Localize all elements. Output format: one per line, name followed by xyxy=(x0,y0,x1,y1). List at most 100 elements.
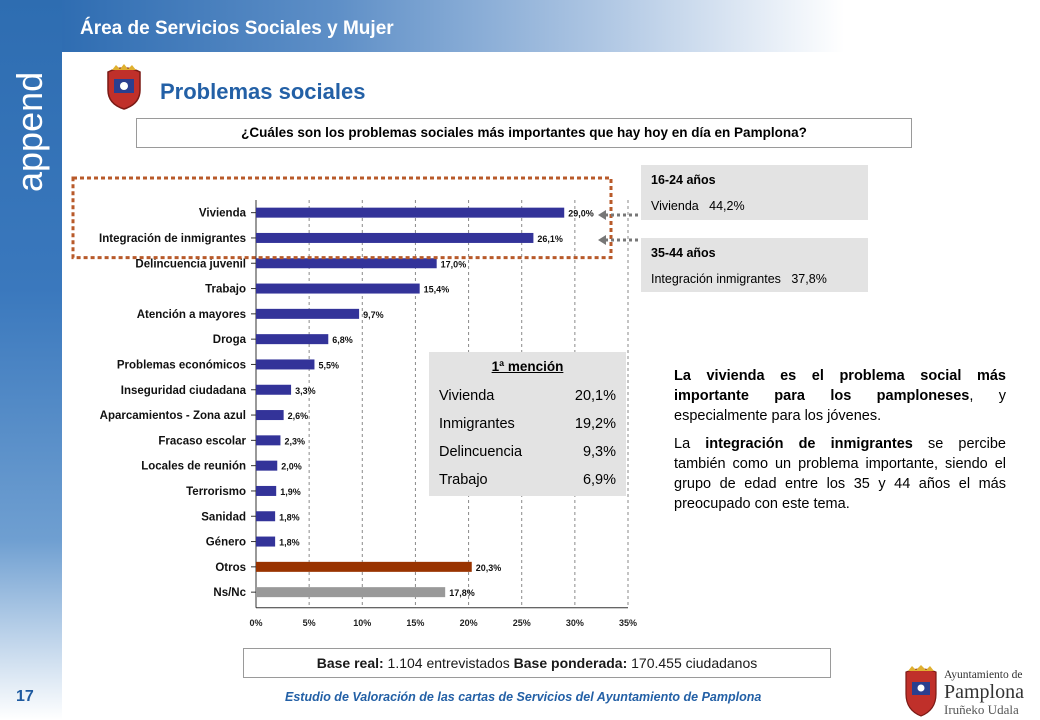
connector-arrow-icon xyxy=(598,235,606,245)
bar xyxy=(256,359,315,370)
data-label: 3,3% xyxy=(295,386,316,396)
mention-row: Inmigrantes 19,2% xyxy=(439,416,616,432)
ayuntamiento-line1: Ayuntamiento de xyxy=(944,669,1022,681)
data-label: 9,7% xyxy=(363,310,384,320)
bar xyxy=(256,460,278,471)
data-label: 6,8% xyxy=(332,335,353,345)
x-tick-label: 25% xyxy=(513,618,531,628)
age-box-value: 44,2% xyxy=(709,199,745,213)
age-box-title: 35-44 años xyxy=(651,246,716,260)
category-label: Sanidad xyxy=(201,511,246,523)
data-label: 1,8% xyxy=(279,512,300,522)
bar xyxy=(256,435,281,446)
bar xyxy=(256,308,360,319)
first-mention-title: 1ª mención xyxy=(491,359,564,374)
description-paragraph-2: La integración de inmigrantes se percibe… xyxy=(674,434,1006,514)
description-p1-rest: , y especialmente para los jóvenes. xyxy=(674,388,1006,424)
data-label: 2,3% xyxy=(284,436,305,446)
description-p2-bold: integración de inmigrantes xyxy=(705,436,913,452)
age-box-value: 37,8% xyxy=(791,272,827,286)
mention-value: 19,2% xyxy=(574,416,616,432)
bar xyxy=(256,384,292,395)
base-label-real: Base real: xyxy=(316,655,384,671)
pamplona-crest-icon xyxy=(107,64,141,110)
mention-row: Trabajo 6,9% xyxy=(439,472,616,488)
category-label: Integración de inmigrantes xyxy=(99,233,246,245)
description-p1-bold: La vivienda es el problema social más im… xyxy=(674,368,1006,404)
ayuntamiento-line2: Pamplona xyxy=(944,681,1024,703)
base-value-weighted: 170.455 ciudadanos xyxy=(627,655,758,671)
mention-row: Delincuencia 9,3% xyxy=(439,444,616,460)
data-label: 17,0% xyxy=(441,259,467,269)
x-tick-label: 5% xyxy=(303,618,316,628)
bar xyxy=(256,587,446,598)
ayuntamiento-line3: Iruñeko Udala xyxy=(944,702,1019,717)
description-text: La vivienda es el problema social más im… xyxy=(674,366,1006,522)
description-paragraph-1: La vivienda es el problema social más im… xyxy=(674,366,1006,426)
category-label: Droga xyxy=(213,334,247,346)
mention-value: 20,1% xyxy=(574,388,616,404)
mention-label: Delincuencia xyxy=(439,444,523,460)
page-title: Problemas sociales xyxy=(160,79,366,104)
mention-row: Vivienda 20,1% xyxy=(439,388,616,404)
bar xyxy=(256,207,565,218)
age-box-label: Vivienda xyxy=(651,199,699,213)
highlight-box xyxy=(71,176,613,260)
category-label: Locales de reunión xyxy=(141,461,246,473)
category-label: Trabajo xyxy=(205,284,246,296)
first-mention-box: 1ª mención Vivienda 20,1% Inmigrantes 19… xyxy=(429,352,626,496)
mention-value: 9,3% xyxy=(582,444,616,460)
x-tick-label: 20% xyxy=(460,618,478,628)
bar xyxy=(256,334,329,345)
base-box: Base real: 1.104 entrevistados Base pond… xyxy=(243,648,831,678)
mention-label: Trabajo xyxy=(439,472,488,488)
bar xyxy=(256,232,534,243)
age-box-row: Integración inmigrantes 37,8% xyxy=(651,272,827,286)
category-label: Vivienda xyxy=(199,208,247,220)
category-label: Atención a mayores xyxy=(137,309,246,321)
description-p2-pre: La xyxy=(674,436,706,452)
category-label: Otros xyxy=(215,562,246,574)
x-tick-label: 0% xyxy=(249,618,262,628)
age-box-35-44: 35-44 años Integración inmigrantes 37,8% xyxy=(641,238,868,292)
base-label-weighted: Base ponderada: xyxy=(513,655,628,671)
data-label: 20,3% xyxy=(476,563,502,573)
mention-label: Inmigrantes xyxy=(439,416,515,432)
data-label: 26,1% xyxy=(537,234,563,244)
append-logo-text: append xyxy=(9,72,50,192)
category-label: Ns/Nc xyxy=(213,587,246,599)
description-p2-rest: se percibe también como un problema impo… xyxy=(674,436,1006,512)
question-box: ¿Cuáles son los problemas sociales más i… xyxy=(136,118,912,148)
data-label: 1,8% xyxy=(279,538,300,548)
bar xyxy=(256,511,276,522)
category-label: Terrorismo xyxy=(186,486,246,498)
x-tick-label: 35% xyxy=(619,618,637,628)
ayuntamiento-logo: Ayuntamiento de Pamplona Iruñeko Udala xyxy=(905,665,1024,717)
bar xyxy=(256,258,437,269)
page-number: 17 xyxy=(16,688,34,705)
bar xyxy=(256,561,472,572)
section-title: Área de Servicios Sociales y Mujer xyxy=(80,18,394,39)
data-label: 17,8% xyxy=(449,588,475,598)
category-label: Problemas económicos xyxy=(117,359,246,371)
category-label: Género xyxy=(206,537,246,549)
header-band xyxy=(62,0,1040,52)
connector-arrow-icon xyxy=(598,210,606,220)
data-label: 5,5% xyxy=(318,360,339,370)
category-label: Delincuencia juvenil xyxy=(135,258,246,270)
data-label: 15,4% xyxy=(424,285,450,295)
data-label: 2,6% xyxy=(288,411,309,421)
footer-text: Estudio de Valoración de las cartas de S… xyxy=(285,690,762,704)
data-label: 1,9% xyxy=(280,487,301,497)
append-logo: append xyxy=(9,72,50,192)
mention-value: 6,9% xyxy=(582,472,616,488)
x-tick-label: 30% xyxy=(566,618,584,628)
age-box-label: Integración inmigrantes xyxy=(651,272,781,286)
side-bar xyxy=(0,0,62,720)
category-label: Aparcamientos - Zona azul xyxy=(100,410,246,422)
x-tick-label: 10% xyxy=(353,618,371,628)
x-tick-label: 15% xyxy=(406,618,424,628)
bar xyxy=(256,410,284,421)
age-box-title: 16-24 años xyxy=(651,173,716,187)
